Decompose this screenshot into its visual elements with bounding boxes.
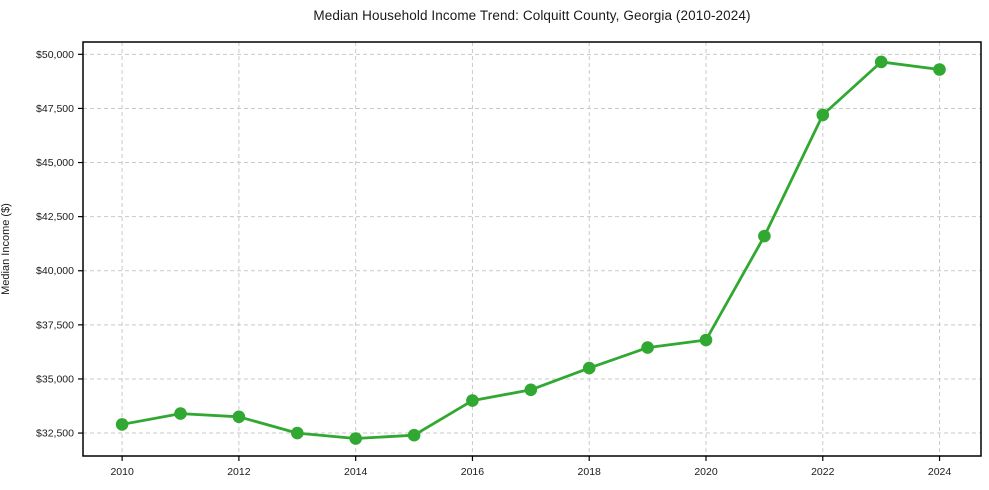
data-point-2012: [232, 410, 246, 424]
data-point-2022: [816, 108, 830, 122]
data-point-2020: [699, 333, 713, 347]
y-tick-label: $47,500: [36, 103, 74, 115]
data-point-2023: [874, 55, 888, 69]
y-tick-label: $35,000: [36, 373, 74, 385]
y-tick-label: $50,000: [36, 49, 74, 61]
x-tick-label: 2024: [928, 466, 952, 478]
plot-border: [82, 41, 982, 457]
data-point-2017: [524, 383, 538, 397]
data-point-2024: [933, 63, 946, 76]
x-tick-label: 2010: [110, 466, 134, 478]
data-point-2013: [291, 426, 304, 440]
data-point-2016: [466, 394, 479, 407]
y-tick-label: $42,500: [36, 211, 74, 223]
data-point-2015: [407, 428, 421, 442]
x-tick-label: 2012: [227, 466, 251, 478]
data-point-2019: [641, 341, 654, 354]
x-tick-label: 2014: [344, 466, 368, 478]
x-tick-label: 2022: [811, 466, 835, 478]
y-tick-label: $45,000: [36, 157, 74, 169]
y-tick-label: $40,000: [36, 265, 74, 277]
chart-title: Median Household Income Trend: Colquitt …: [313, 8, 751, 23]
data-point-2010: [115, 418, 129, 431]
x-tick-label: 2016: [461, 466, 485, 478]
data-point-2011: [174, 407, 187, 420]
y-tick-label: $32,500: [36, 428, 74, 440]
x-tick-label: 2020: [694, 466, 718, 478]
data-point-2014: [349, 432, 363, 445]
x-tick-label: 2018: [578, 466, 602, 478]
data-point-2018: [582, 361, 596, 375]
y-tick-label: $37,500: [36, 319, 74, 331]
data-point-2021: [758, 229, 771, 243]
